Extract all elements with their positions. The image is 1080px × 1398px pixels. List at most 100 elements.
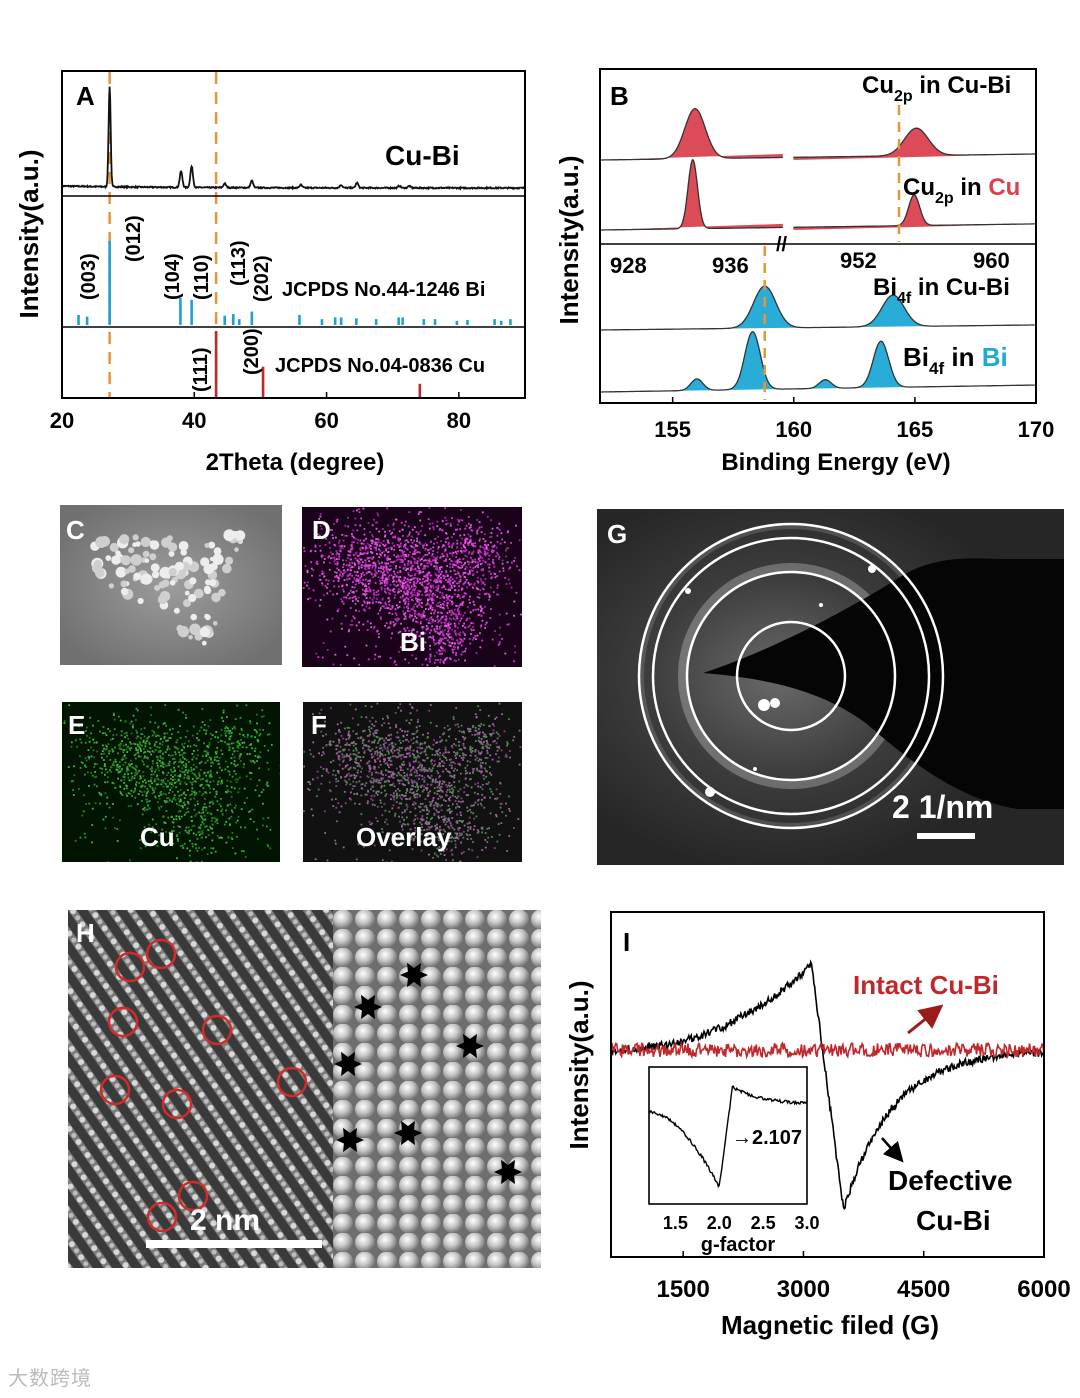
map-pixel	[409, 745, 412, 748]
map-pixel	[425, 564, 427, 567]
map-pixel	[101, 750, 104, 752]
map-pixel	[101, 744, 104, 747]
map-pixel	[458, 637, 461, 640]
map-pixel	[352, 566, 355, 568]
map-pixel	[127, 769, 130, 772]
map-pixel	[439, 788, 442, 790]
map-pixel	[456, 797, 458, 799]
map-pixel	[433, 655, 436, 657]
map-pixel	[484, 762, 487, 765]
map-pixel	[404, 823, 406, 826]
map-pixel	[120, 730, 123, 733]
map-pixel	[380, 773, 383, 776]
map-pixel	[114, 827, 116, 829]
map-pixel	[430, 629, 432, 632]
map-pixel	[471, 551, 474, 554]
map-pixel	[338, 558, 340, 561]
map-pixel	[448, 633, 451, 635]
map-pixel	[181, 754, 183, 756]
map-pixel	[148, 783, 151, 786]
map-pixel	[382, 717, 384, 720]
map-pixel	[173, 761, 176, 764]
map-pixel	[442, 615, 445, 618]
map-pixel	[322, 735, 324, 737]
map-pixel	[485, 592, 488, 595]
map-pixel	[199, 784, 202, 787]
map-pixel	[456, 803, 458, 805]
map-pixel	[368, 586, 370, 589]
map-pixel	[194, 815, 197, 817]
map-pixel	[386, 507, 389, 510]
map-pixel	[407, 586, 410, 588]
map-pixel	[73, 765, 75, 768]
map-pixel	[133, 777, 136, 780]
map-pixel	[379, 655, 381, 658]
map-pixel	[348, 562, 351, 564]
map-pixel	[424, 798, 427, 801]
map-pixel	[349, 607, 352, 609]
map-pixel	[329, 630, 332, 633]
map-pixel	[475, 608, 477, 611]
map-pixel	[436, 847, 439, 850]
map-pixel	[387, 578, 390, 581]
map-pixel	[463, 753, 465, 756]
map-pixel	[465, 540, 468, 543]
map-pixel	[448, 788, 451, 791]
map-pixel	[198, 833, 201, 836]
map-pixel	[349, 564, 352, 567]
map-pixel	[262, 824, 264, 827]
map-pixel	[139, 747, 142, 750]
map-pixel	[501, 713, 503, 716]
map-pixel	[466, 586, 469, 589]
map-pixel	[428, 552, 430, 554]
map-pixel	[157, 783, 160, 786]
map-pixel	[489, 586, 492, 589]
map-pixel	[104, 748, 107, 751]
map-pixel	[334, 774, 337, 777]
map-pixel	[410, 539, 413, 541]
map-pixel	[437, 836, 440, 839]
map-pixel	[316, 795, 318, 798]
map-pixel	[210, 813, 213, 816]
map-pixel	[202, 787, 205, 790]
map-pixel	[366, 620, 369, 623]
map-pixel	[486, 516, 489, 518]
map-pixel	[417, 532, 420, 534]
map-pixel	[115, 733, 118, 736]
map-pixel	[457, 647, 459, 650]
map-pixel	[467, 582, 470, 584]
map-pixel	[475, 638, 477, 640]
map-pixel	[479, 646, 482, 649]
map-pixel	[390, 568, 392, 570]
map-pixel	[162, 722, 165, 725]
map-pixel	[222, 720, 225, 722]
map-pixel	[134, 796, 137, 799]
map-pixel	[339, 550, 342, 553]
map-pixel	[210, 820, 213, 822]
map-pixel	[394, 608, 397, 611]
map-pixel	[383, 572, 385, 575]
map-pixel	[373, 573, 376, 576]
map-pixel	[457, 726, 460, 728]
xps-cu2p-cu-fill-1	[793, 195, 1036, 230]
map-pixel	[450, 618, 453, 621]
map-pixel	[312, 814, 314, 817]
map-pixel	[358, 566, 361, 568]
map-pixel	[179, 725, 181, 727]
map-pixel	[458, 827, 461, 829]
map-pixel	[141, 794, 144, 797]
map-pixel	[468, 572, 471, 575]
map-pixel	[451, 836, 453, 838]
map-pixel	[253, 761, 256, 764]
panel-b-xtick-label: 160	[775, 417, 812, 442]
map-pixel	[498, 747, 500, 750]
map-pixel	[406, 773, 408, 776]
map-pixel	[171, 790, 174, 793]
map-pixel	[197, 739, 200, 741]
map-pixel	[467, 533, 470, 536]
map-pixel	[216, 783, 219, 786]
map-pixel	[399, 576, 402, 578]
map-pixel	[188, 761, 190, 763]
map-pixel	[456, 546, 459, 549]
map-pixel	[175, 818, 178, 821]
